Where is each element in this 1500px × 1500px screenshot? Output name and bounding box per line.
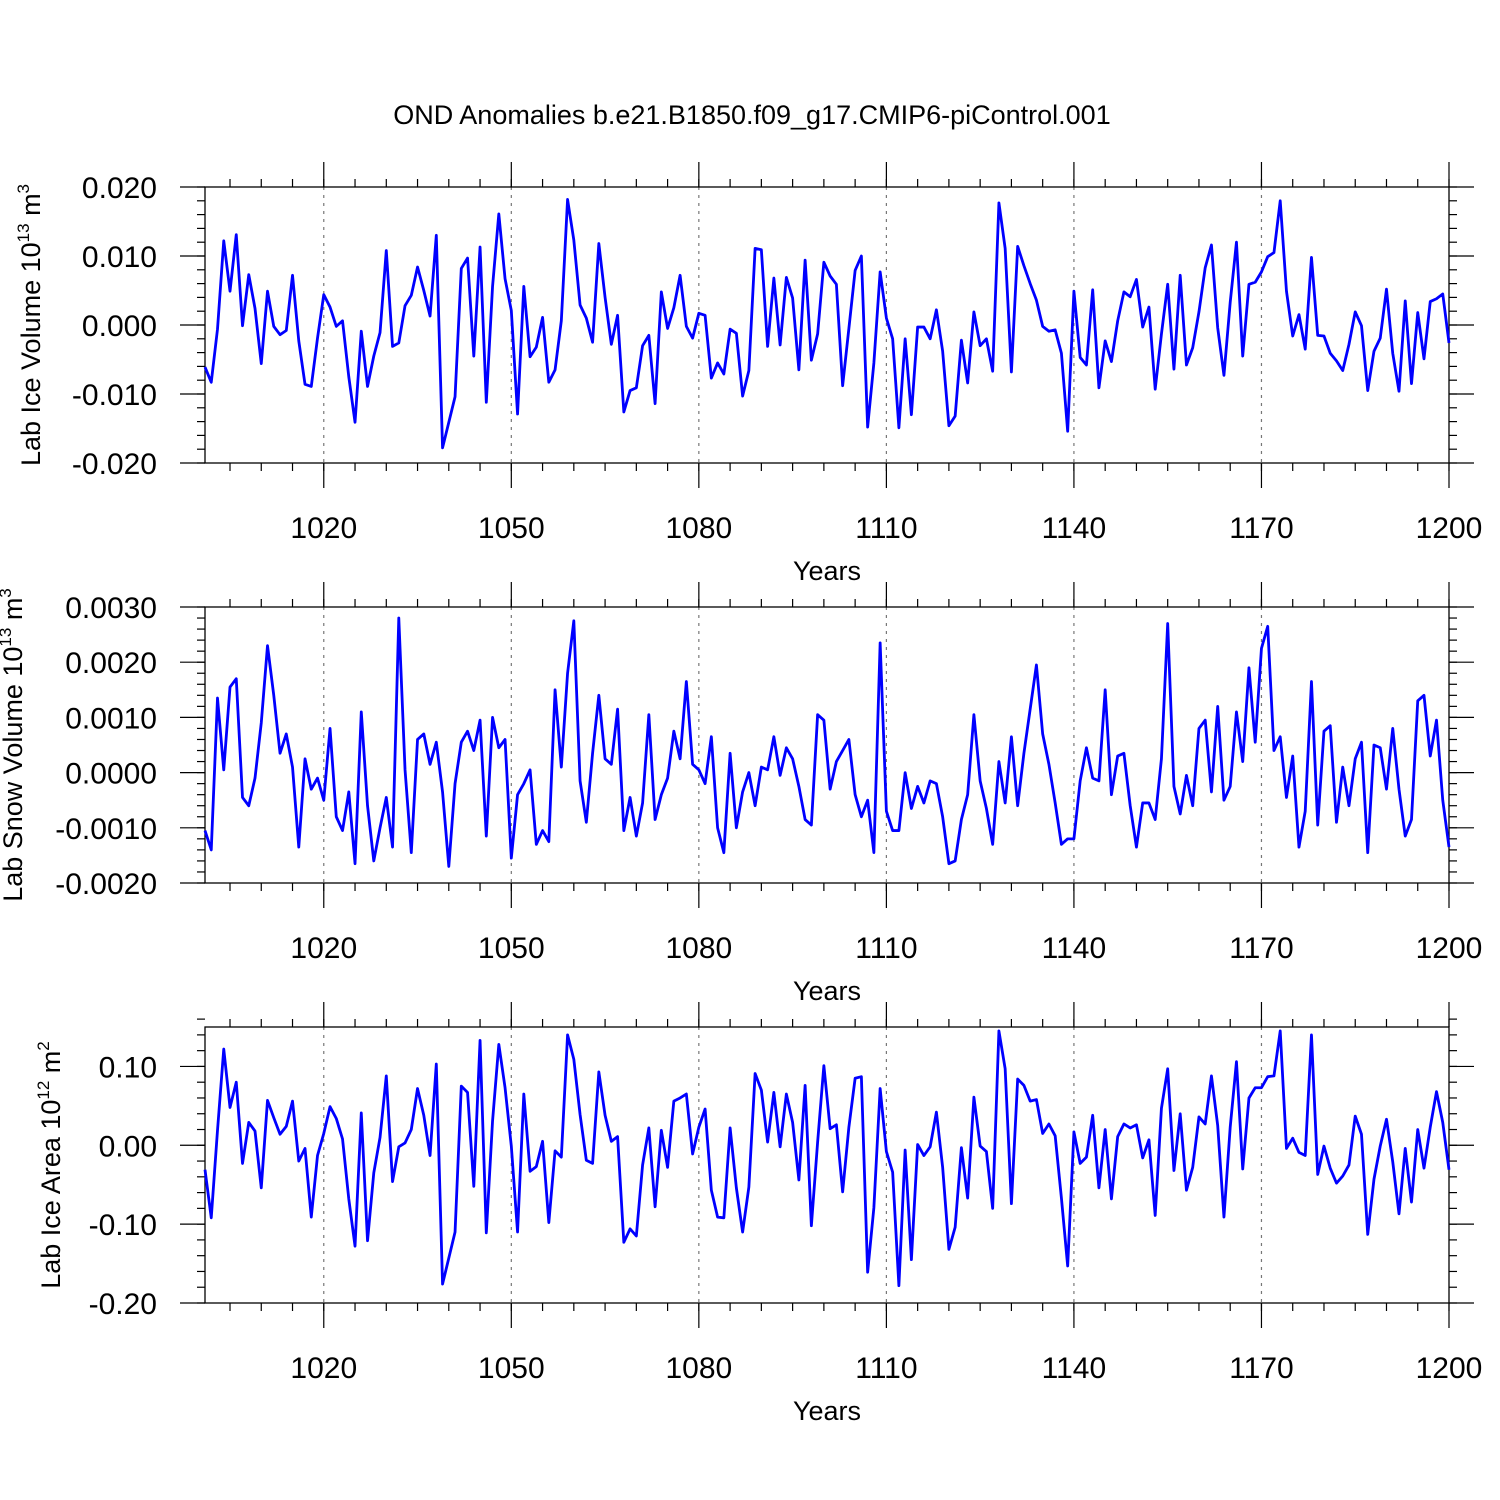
x-tick-label: 1020 — [290, 512, 357, 545]
y-title-unit: m — [36, 1051, 66, 1081]
x-tick-label: 1020 — [290, 1352, 357, 1385]
y-tick-label: -0.10 — [89, 1209, 157, 1242]
y-tick-label: 0.0030 — [65, 592, 157, 625]
x-tick-label: 1080 — [665, 932, 732, 965]
x-axis-title: Years — [793, 976, 861, 1006]
figure-title: OND Anomalies b.e21.B1850.f09_g17.CMIP6-… — [393, 100, 1110, 130]
x-tick-label: 1140 — [1042, 512, 1107, 545]
y-axis-title: Lab Snow Volume 1013 m3 — [0, 588, 28, 902]
x-tick-label: 1200 — [1416, 512, 1483, 545]
y-title-main: Lab Ice Area 10 — [36, 1100, 66, 1289]
y-title-exponent: 13 — [14, 223, 33, 242]
series-line-2 — [203, 616, 1451, 868]
y-tick-label: -0.0020 — [55, 868, 157, 901]
panels: -0.020 -0.010 0.000 0.010 0.020 1020 1050 1080 1… — [0, 162, 1482, 1426]
y-tick-label: 0.0020 — [65, 647, 157, 680]
y-tick-label: -0.020 — [72, 448, 157, 481]
x-tick-label: 1050 — [478, 932, 545, 965]
y-tick-label: 0.000 — [82, 310, 157, 343]
y-title-unit-exponent: 3 — [14, 184, 33, 193]
x-tick-label: 1140 — [1042, 932, 1107, 965]
series-line-1 — [203, 198, 1451, 450]
x-tick-label: 1080 — [665, 512, 732, 545]
x-tick-label: 1020 — [290, 932, 357, 965]
x-tick-label: 1200 — [1416, 1352, 1483, 1385]
panel-1: -0.020 -0.010 0.000 0.010 0.020 1020 1050 1080 1… — [14, 162, 1482, 586]
x-tick-label: 1200 — [1416, 932, 1483, 965]
y-title-exponent: 12 — [34, 1081, 53, 1100]
y-tick-label: -0.010 — [72, 379, 157, 412]
x-tick-label: 1110 — [855, 932, 917, 965]
y-tick-label: 0.0010 — [65, 702, 157, 735]
x-tick-label: 1170 — [1229, 932, 1294, 965]
y-tick-label: 0.010 — [82, 241, 157, 274]
panel-2: -0.0020 -0.0010 0.0000 0.0010 0.0020 0.0030 10… — [0, 582, 1482, 1006]
panel-3: -0.20 -0.10 0.00 0.10 1020 1050 1080 1110 1140 11… — [34, 1002, 1482, 1426]
y-tick-label: -0.20 — [89, 1288, 157, 1321]
y-title-main: Lab Ice Volume 10 — [16, 242, 46, 466]
y-axis-title: Lab Ice Area 1012 m2 — [34, 1041, 66, 1289]
y-tick-label: 0.00 — [99, 1130, 157, 1163]
x-axis-title: Years — [793, 556, 861, 586]
y-title-exponent: 13 — [0, 628, 15, 647]
x-tick-label: 1170 — [1229, 512, 1294, 545]
y-tick-label: 0.10 — [99, 1051, 157, 1084]
x-tick-label: 1050 — [478, 1352, 545, 1385]
y-title-main: Lab Snow Volume 10 — [0, 647, 28, 902]
y-tick-label: -0.0010 — [55, 813, 157, 846]
plot-frame — [204, 606, 1450, 884]
y-title-unit-exponent: 2 — [34, 1041, 53, 1050]
x-tick-label: 1110 — [855, 1352, 917, 1385]
x-tick-label: 1170 — [1229, 1352, 1294, 1385]
y-title-unit: m — [16, 193, 46, 223]
series-line-3 — [203, 1029, 1451, 1288]
x-tick-label: 1140 — [1042, 1352, 1107, 1385]
y-tick-label: 0.0000 — [65, 758, 157, 791]
y-title-unit: m — [0, 598, 28, 628]
y-axis-title: Lab Ice Volume 1013 m3 — [14, 184, 46, 466]
x-tick-label: 1080 — [665, 1352, 732, 1385]
x-tick-label: 1050 — [478, 512, 545, 545]
y-title-unit-exponent: 3 — [0, 588, 15, 597]
x-axis-title: Years — [793, 1396, 861, 1426]
x-tick-label: 1110 — [855, 512, 917, 545]
y-tick-label: 0.020 — [82, 172, 157, 205]
